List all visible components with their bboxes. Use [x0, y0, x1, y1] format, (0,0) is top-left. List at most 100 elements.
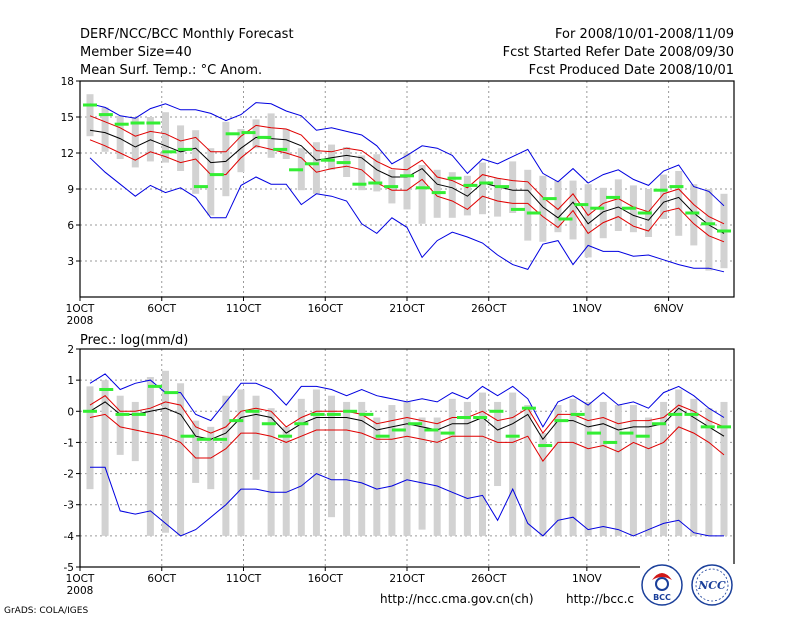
ensemble-box	[388, 405, 396, 536]
ensemble-box	[312, 142, 320, 194]
mean-marker	[130, 121, 145, 125]
mean-marker	[180, 434, 195, 438]
ensemble-box	[569, 398, 577, 536]
y-tick-label: -5	[64, 562, 74, 574]
ensemble-box	[192, 420, 200, 483]
mean-marker	[326, 412, 341, 416]
min-line	[90, 466, 724, 537]
mean-marker	[463, 183, 478, 187]
mean-marker	[178, 147, 193, 151]
mean-marker	[505, 434, 520, 438]
mean-marker	[415, 186, 430, 190]
ensemble-box	[267, 113, 275, 158]
ensemble-box	[207, 148, 215, 216]
median-line	[89, 401, 725, 441]
url-ch[interactable]: http://ncc.cma.gov.cn(ch)	[380, 592, 534, 606]
mean-marker	[400, 174, 414, 178]
ensemble-box	[494, 178, 502, 217]
member-size: Member Size=40	[80, 45, 192, 60]
mean-marker	[526, 211, 541, 215]
ensemble-box	[101, 107, 109, 152]
mean-marker	[245, 409, 260, 413]
ensemble-box	[645, 417, 653, 536]
mean-marker	[294, 422, 309, 426]
x-tick-label: 1NOV	[572, 303, 603, 315]
precipitation-title: Prec.: log(mm/d)	[80, 333, 188, 348]
ensemble-box	[358, 155, 366, 191]
ensemble-box	[705, 189, 713, 271]
ensemble-box	[192, 130, 200, 194]
ensemble-box	[116, 115, 124, 159]
x-tick-label: 11OCT	[226, 573, 262, 585]
mean-marker	[225, 132, 240, 136]
x-tick-label: 21OCT	[389, 303, 425, 315]
x-tick-label: 21OCT	[389, 573, 425, 585]
ensemble-box	[478, 392, 486, 536]
mean-marker	[473, 416, 488, 420]
mean-marker	[278, 434, 293, 438]
ensemble-box	[282, 426, 290, 536]
mean-marker	[570, 412, 585, 416]
title-left: DERF/NCC/BCC Monthly Forecast	[80, 27, 294, 42]
mean-marker	[538, 444, 553, 448]
ensemble-box	[328, 395, 336, 518]
y-tick-label: 3	[67, 256, 74, 268]
mean-marker	[148, 384, 163, 388]
x-year-label: 2008	[67, 315, 94, 327]
mean-marker	[635, 434, 650, 438]
mean-marker	[343, 409, 358, 413]
ensemble-box	[297, 398, 305, 536]
y-tick-label: 9	[67, 184, 74, 196]
ensemble-box	[584, 184, 592, 258]
ensemble-box	[675, 171, 683, 236]
ensemble-box	[86, 386, 94, 490]
mean-marker	[606, 195, 621, 199]
mean-marker	[310, 412, 325, 416]
ensemble-box	[282, 129, 290, 159]
mean-marker	[653, 188, 668, 192]
ensemble-box	[237, 129, 245, 173]
x-tick-label: 6OCT	[147, 303, 176, 315]
mean-marker	[651, 422, 666, 426]
refer-date: Fcst Started Refer Date 2008/09/30	[503, 45, 734, 60]
ensemble-box	[161, 112, 169, 163]
mean-marker	[521, 406, 536, 410]
mean-marker	[320, 158, 335, 162]
mean-marker	[384, 185, 399, 189]
y-tick-label: -2	[64, 469, 74, 481]
ensemble-box	[584, 401, 592, 536]
mean-marker	[717, 425, 731, 429]
temperature-panel: 3 6 9 12 15 18 1OCT 6OCT 11OCT 16OCT 21OCT 26OCT 1NO…	[61, 76, 735, 327]
ensemble-box	[463, 401, 471, 536]
x-tick-label: 16OCT	[308, 303, 344, 315]
mean-marker	[586, 431, 601, 435]
ensemble-box	[509, 161, 517, 213]
mean-marker	[495, 185, 510, 189]
y-tick-label: -1	[64, 437, 74, 449]
ensemble-box	[539, 175, 547, 242]
mean-marker	[115, 412, 130, 416]
ensemble-box	[614, 179, 622, 231]
x-tick-label: 6OCT	[147, 573, 176, 585]
mean-marker	[637, 211, 652, 215]
y-tick-label: -4	[64, 531, 75, 543]
x-tick-label: 26OCT	[471, 573, 507, 585]
x-tick-label: 1NOV	[572, 573, 603, 585]
mean-marker	[391, 428, 406, 432]
mean-marker	[99, 387, 114, 391]
ensemble-box	[478, 162, 486, 215]
mean-marker	[162, 150, 177, 154]
ensemble-box	[267, 408, 275, 536]
ensemble-box	[720, 401, 728, 536]
x-tick-label: 1OCT	[66, 573, 95, 585]
mean-marker	[479, 181, 494, 185]
bcc-logo-text: BCC	[653, 593, 671, 602]
mean-marker	[574, 203, 589, 207]
mean-marker	[668, 412, 683, 416]
x-tick-label: 6NOV	[654, 303, 685, 315]
forecast-period: For 2008/10/01-2008/11/09	[555, 27, 734, 42]
mean-marker	[196, 437, 211, 441]
ensemble-box	[373, 417, 381, 536]
url-bcc[interactable]: http://bcc.c	[566, 592, 634, 606]
